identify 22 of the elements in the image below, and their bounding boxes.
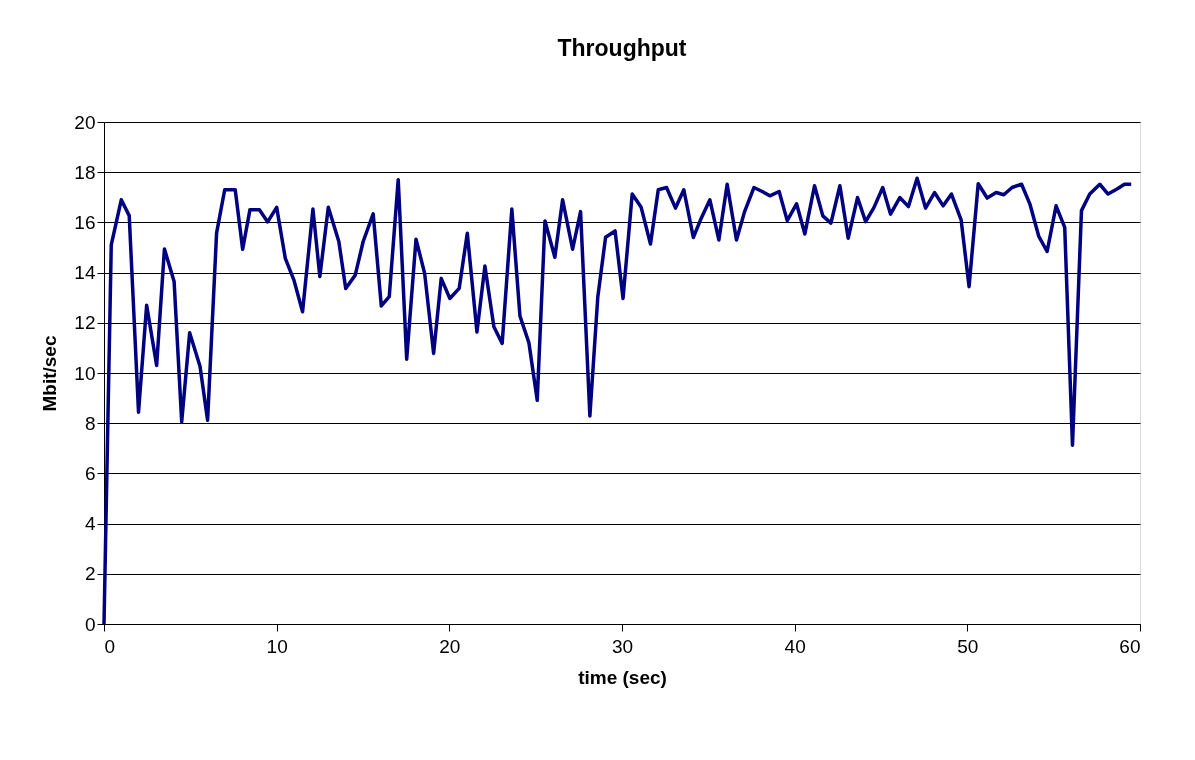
chart-title: Throughput xyxy=(557,35,687,61)
x-tick-label: 50 xyxy=(957,635,979,657)
x-tick-label: 20 xyxy=(439,635,461,657)
y-tick-label: 0 xyxy=(84,613,96,635)
x-tick-label: 40 xyxy=(784,635,806,657)
x-tick-label: 0 xyxy=(104,635,116,657)
y-tick-label: 16 xyxy=(74,211,96,233)
y-tick-label: 2 xyxy=(84,563,96,585)
y-tick-label: 20 xyxy=(74,111,96,133)
y-axis-title: Mbit/sec xyxy=(39,335,61,412)
y-tick-label: 10 xyxy=(74,362,96,384)
x-tick-label: 10 xyxy=(266,635,288,657)
y-tick-label: 12 xyxy=(74,312,96,334)
y-tick-label: 4 xyxy=(84,513,96,535)
y-tick-label: 8 xyxy=(84,412,96,434)
y-tick-label: 6 xyxy=(84,462,96,484)
x-axis-title: time (sec) xyxy=(578,666,667,688)
x-tick-label: 30 xyxy=(611,635,634,657)
y-tick-label: 18 xyxy=(74,161,96,183)
line-series xyxy=(102,176,1133,626)
x-tick-label: 60 xyxy=(1119,635,1141,657)
y-tick-label: 14 xyxy=(74,262,96,284)
